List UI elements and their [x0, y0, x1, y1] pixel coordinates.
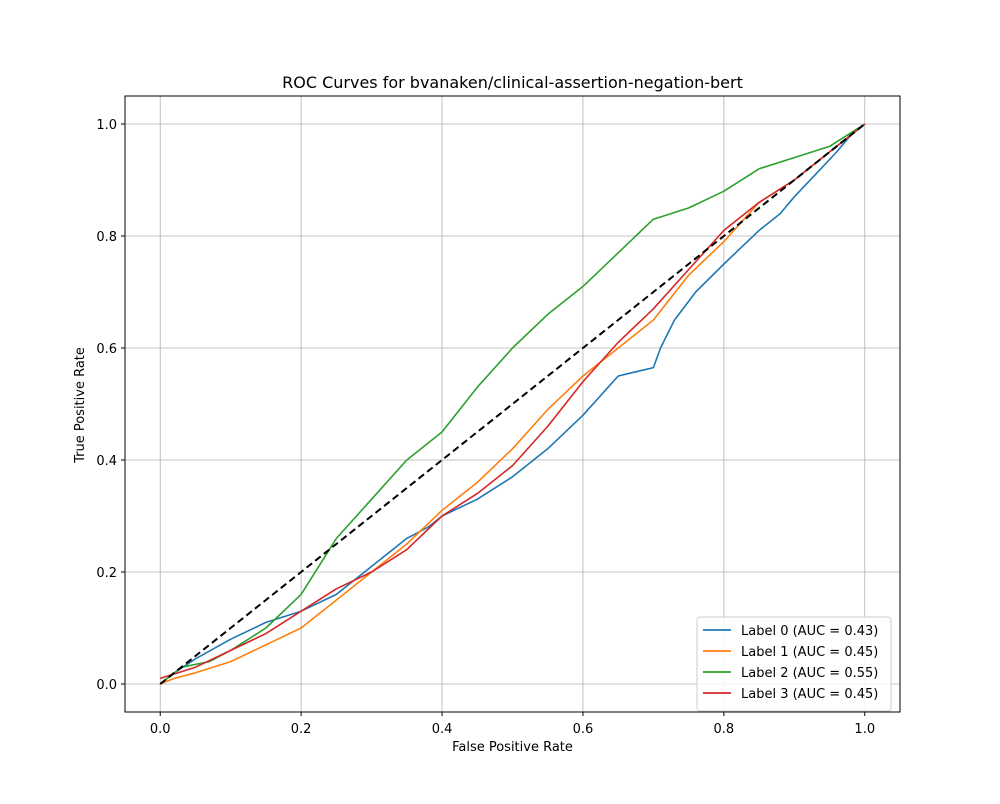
y-tick-label: 0.0: [96, 678, 117, 693]
x-tick-label: 0.8: [714, 722, 735, 737]
x-tick-label: 0.2: [291, 722, 312, 737]
y-tick-label: 0.2: [96, 566, 117, 581]
y-tick-label: 1.0: [96, 118, 117, 133]
y-axis-label: True Positive Rate: [73, 347, 88, 464]
legend-entry-label: Label 1 (AUC = 0.45): [741, 645, 878, 660]
legend: Label 0 (AUC = 0.43) Label 1 (AUC = 0.45)…: [696, 616, 892, 712]
grid: [125, 96, 900, 712]
x-tick-label: 0.4: [432, 722, 453, 737]
diagonal-reference-line: [159, 123, 866, 685]
ticks: 0.0 0.2 0.4 0.6 0.8 1.0 0.0 0.2 0.4 0.6 0.8 1.0: [96, 118, 875, 737]
legend-entry-label: Label 0 (AUC = 0.43): [741, 624, 878, 639]
x-tick-label: 0.0: [150, 722, 171, 737]
y-tick-label: 0.6: [96, 342, 117, 357]
chart-title: ROC Curves for bvanaken/clinical-asserti…: [282, 73, 743, 92]
roc-curve-label-0: [159, 123, 866, 685]
legend-entry-label: Label 2 (AUC = 0.55): [741, 666, 878, 681]
roc-curve-label-3: [159, 123, 866, 680]
x-axis-label: False Positive Rate: [452, 740, 573, 755]
y-tick-label: 0.4: [96, 454, 117, 469]
x-tick-label: 0.6: [573, 722, 594, 737]
series-lines: [159, 123, 866, 685]
legend-box: [696, 616, 892, 712]
roc-curve-label-2: [159, 123, 866, 685]
y-tick-label: 0.8: [96, 230, 117, 245]
x-tick-label: 1.0: [854, 722, 875, 737]
axes-frame: [124, 95, 901, 713]
legend-entry-label: Label 3 (AUC = 0.45): [741, 687, 878, 702]
